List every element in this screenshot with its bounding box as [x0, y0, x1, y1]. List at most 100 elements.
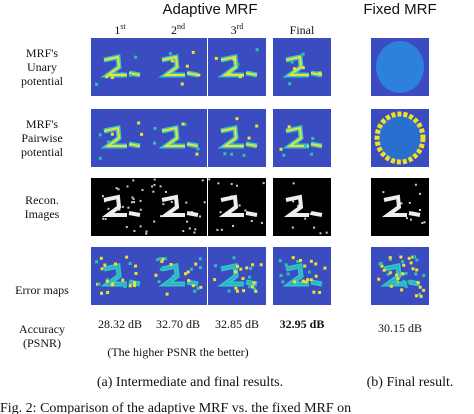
speck [301, 52, 305, 56]
noise [121, 205, 124, 208]
noise [127, 206, 130, 209]
noise [230, 183, 233, 186]
speck [292, 67, 296, 71]
speck [414, 294, 418, 298]
speck [103, 263, 107, 267]
speck [159, 267, 163, 271]
speck [242, 289, 246, 293]
speck [400, 288, 404, 292]
speck [409, 261, 413, 265]
speck [248, 275, 252, 279]
noise [238, 204, 241, 207]
speck [100, 267, 104, 271]
noise [409, 218, 412, 221]
speck [402, 263, 406, 267]
speck [418, 292, 422, 296]
speck [404, 284, 408, 288]
speck [113, 262, 117, 266]
digit-core [103, 126, 141, 147]
speck [291, 256, 295, 260]
noise [159, 185, 162, 188]
noise [130, 201, 133, 204]
noise [115, 187, 118, 190]
noise [145, 230, 148, 233]
digit-core [161, 55, 199, 76]
speck [110, 76, 114, 80]
speck [214, 264, 218, 268]
speck [318, 71, 322, 75]
speck [242, 153, 246, 157]
speck [214, 56, 218, 60]
speck [411, 267, 415, 271]
speck [314, 262, 318, 266]
digit-core [220, 126, 258, 147]
column-label: 1st [114, 22, 126, 37]
caption: Fig. 2: Comparison of the adaptive MRF v… [0, 401, 351, 414]
speck [310, 152, 314, 156]
digit [381, 194, 421, 217]
speck [197, 73, 201, 77]
speck [293, 280, 297, 284]
note: (The higher PSNR the better) [107, 345, 248, 359]
speck [183, 122, 187, 126]
speck [191, 284, 195, 288]
noise [262, 182, 265, 185]
speck [169, 263, 173, 267]
speck [106, 290, 110, 294]
column-label-base: 3 [231, 23, 237, 37]
speck [110, 283, 114, 287]
speck [247, 136, 251, 140]
speck [160, 260, 164, 264]
speck [105, 278, 109, 282]
digit-core [161, 264, 199, 285]
speck [377, 277, 381, 281]
speck [248, 285, 252, 289]
noise [125, 225, 128, 228]
speck [163, 257, 167, 261]
noise [118, 208, 121, 211]
speck [304, 144, 308, 148]
speck [180, 82, 184, 86]
noise [244, 209, 247, 212]
speck [125, 255, 129, 259]
noise [126, 185, 129, 188]
speck [110, 132, 114, 136]
speck [234, 270, 238, 274]
noise [182, 230, 185, 233]
speck [419, 294, 423, 298]
speck [128, 284, 132, 288]
speck [153, 141, 157, 145]
speck [228, 72, 232, 76]
speck [95, 82, 99, 86]
speck [249, 266, 253, 270]
noise [423, 221, 426, 224]
speck [213, 278, 217, 282]
speck [404, 271, 408, 275]
column-label: 2nd [171, 22, 185, 37]
speck [189, 267, 193, 271]
digit [283, 194, 323, 217]
speck [241, 277, 245, 281]
speck [223, 152, 227, 156]
speck [282, 153, 286, 157]
noise [203, 201, 206, 204]
digit-core [285, 55, 323, 76]
speck [105, 75, 109, 79]
speck [407, 256, 411, 260]
speck [198, 257, 202, 261]
speck [298, 258, 302, 262]
speck [186, 270, 190, 274]
noise [131, 196, 134, 199]
speck [198, 266, 202, 270]
noise [153, 178, 156, 181]
noise [408, 201, 411, 204]
speck [402, 279, 406, 283]
speck [309, 259, 313, 263]
speck [388, 271, 392, 275]
speck [394, 280, 398, 284]
speck [416, 281, 420, 285]
noise [145, 232, 148, 235]
noise [132, 197, 135, 200]
speck [301, 279, 305, 283]
speck [134, 55, 138, 59]
